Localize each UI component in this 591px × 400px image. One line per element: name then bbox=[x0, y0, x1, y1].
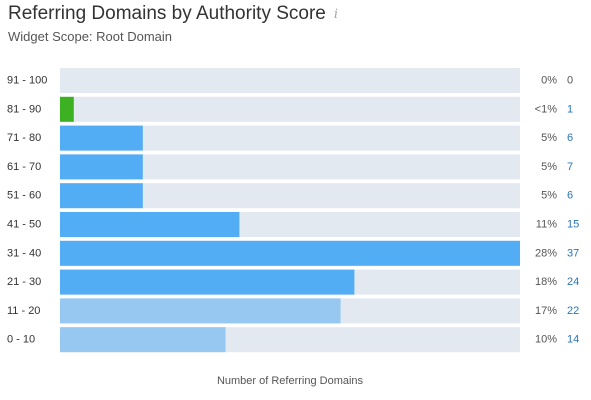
percent-label: 5% bbox=[541, 132, 557, 144]
percent-label: 28% bbox=[535, 247, 557, 259]
percent-label: 17% bbox=[535, 305, 557, 317]
widget-title: Referring Domains by Authority Score bbox=[8, 3, 326, 24]
category-label: 81 - 90 bbox=[7, 103, 41, 115]
bar-track bbox=[60, 96, 520, 122]
category-label: 61 - 70 bbox=[7, 161, 41, 173]
bar bbox=[60, 154, 143, 180]
domain-count-link[interactable]: 6 bbox=[567, 190, 573, 202]
widget-scope-subtitle: Widget Scope: Root Domain bbox=[8, 29, 173, 44]
domain-count-link[interactable]: 1 bbox=[567, 103, 573, 115]
percent-label: 5% bbox=[541, 190, 557, 202]
percent-label: 5% bbox=[541, 161, 557, 173]
info-icon[interactable]: i bbox=[333, 6, 339, 22]
bar bbox=[60, 269, 355, 295]
category-label: 0 - 10 bbox=[7, 334, 35, 346]
bar bbox=[60, 96, 74, 122]
x-axis-label: Number of Referring Domains bbox=[216, 375, 364, 387]
domain-count-link[interactable]: 7 bbox=[567, 161, 573, 173]
category-label: 51 - 60 bbox=[7, 190, 41, 202]
category-label: 11 - 20 bbox=[7, 305, 40, 317]
percent-label: 11% bbox=[536, 219, 557, 231]
category-label: 71 - 80 bbox=[7, 132, 41, 144]
percent-label: <1% bbox=[535, 103, 558, 115]
domain-count-link[interactable]: 14 bbox=[567, 334, 579, 346]
domain-count-link[interactable]: 6 bbox=[567, 132, 573, 144]
percent-label: 18% bbox=[535, 276, 557, 288]
bar bbox=[60, 183, 143, 209]
domain-count-link[interactable]: 15 bbox=[567, 219, 579, 231]
bar bbox=[60, 212, 240, 237]
bar bbox=[60, 298, 341, 324]
bar bbox=[60, 327, 226, 353]
domain-count-link[interactable]: 37 bbox=[567, 247, 579, 259]
category-label: 41 - 50 bbox=[7, 219, 41, 231]
category-label: 21 - 30 bbox=[7, 276, 41, 288]
widget-header: Referring Domains by Authority Score i bbox=[8, 2, 338, 26]
percent-label: 10% bbox=[535, 334, 557, 346]
domain-count-link[interactable]: 24 bbox=[567, 276, 579, 288]
category-label: 31 - 40 bbox=[7, 247, 41, 259]
bar bbox=[60, 125, 143, 151]
domain-count-link[interactable]: 22 bbox=[567, 305, 579, 317]
bar bbox=[60, 240, 520, 266]
percent-label: 0% bbox=[541, 75, 557, 87]
bar-track bbox=[60, 68, 520, 93]
domain-count-link: 0 bbox=[567, 75, 573, 87]
category-label: 91 - 100 bbox=[7, 75, 47, 87]
